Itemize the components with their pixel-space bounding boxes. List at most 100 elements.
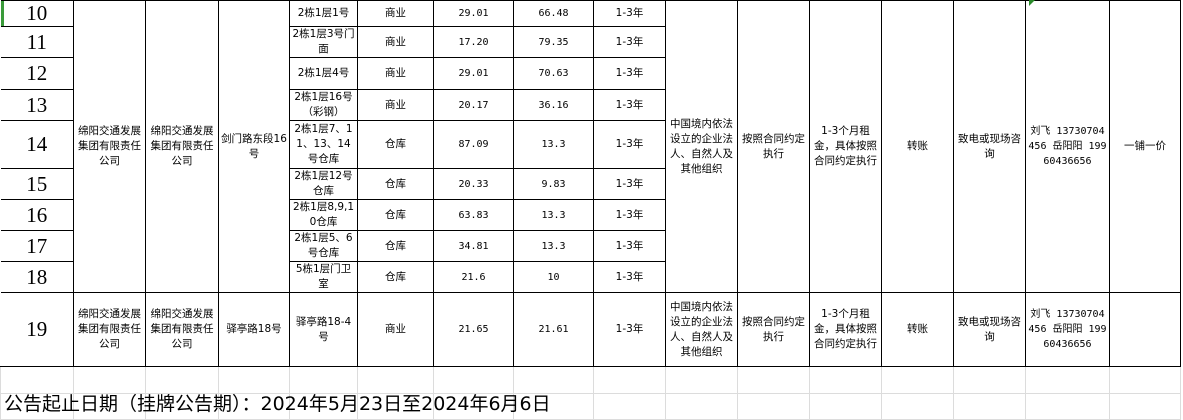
area-cell[interactable]: 20.17 bbox=[433, 89, 514, 121]
inquiry-cell[interactable]: 致电或现场咨询 bbox=[953, 292, 1026, 367]
deposit-cell[interactable]: 1-3个月租金，具体按照合同约定执行 bbox=[809, 292, 882, 367]
empty-cell[interactable] bbox=[809, 366, 882, 394]
price-cell[interactable]: 66.48 bbox=[513, 0, 594, 27]
payment-method-cell[interactable]: 转账 bbox=[881, 0, 954, 293]
owner-cell[interactable]: 绵阳交通发展集团有限责任公司 bbox=[73, 292, 146, 367]
use-cell[interactable]: 商业 bbox=[357, 292, 434, 367]
term-cell[interactable]: 1-3年 bbox=[593, 57, 666, 90]
use-cell[interactable]: 仓库 bbox=[357, 199, 434, 231]
price-cell[interactable]: 13.3 bbox=[513, 230, 594, 262]
price-cell[interactable]: 9.83 bbox=[513, 168, 594, 200]
price-cell[interactable]: 79.35 bbox=[513, 26, 594, 58]
term-cell[interactable]: 1-3年 bbox=[593, 292, 666, 367]
unit-cell[interactable]: 驿亭路18-4号 bbox=[289, 292, 358, 367]
term-cell[interactable]: 1-3年 bbox=[593, 261, 666, 293]
empty-cell[interactable] bbox=[1109, 292, 1181, 367]
area-cell[interactable]: 29.01 bbox=[433, 57, 514, 90]
area-cell[interactable]: 21.6 bbox=[433, 261, 514, 293]
table-row: 13 2栋1层16号（彩钢） 商业 20.17 36.16 1-3年 bbox=[0, 89, 1181, 121]
row-header[interactable]: 11 bbox=[0, 26, 74, 58]
empty-cell[interactable] bbox=[289, 366, 358, 394]
empty-cell[interactable] bbox=[357, 366, 434, 394]
operator-cell[interactable]: 绵阳交通发展集团有限责任公司 bbox=[145, 0, 219, 293]
empty-cell[interactable] bbox=[433, 366, 514, 394]
empty-cell[interactable] bbox=[737, 366, 810, 394]
empty-cell[interactable] bbox=[145, 366, 219, 394]
empty-cell[interactable] bbox=[218, 366, 290, 394]
contact-cell[interactable]: 刘飞 13730704456 岳阳阳 19960436656 bbox=[1025, 292, 1110, 367]
unit-cell[interactable]: 2栋1层12号仓库 bbox=[289, 168, 358, 200]
address-cell[interactable]: 驿亭路18号 bbox=[218, 292, 290, 367]
price-cell[interactable]: 70.63 bbox=[513, 57, 594, 90]
row-header[interactable]: 16 bbox=[0, 199, 74, 231]
unit-cell[interactable]: 2栋1层8,9,10仓库 bbox=[289, 199, 358, 231]
use-cell[interactable]: 仓库 bbox=[357, 261, 434, 293]
term-cell[interactable]: 1-3年 bbox=[593, 199, 666, 231]
empty-cell[interactable] bbox=[513, 366, 594, 394]
price-cell[interactable]: 21.61 bbox=[513, 292, 594, 367]
unit-cell[interactable]: 5栋1层门卫室 bbox=[289, 261, 358, 293]
row-header[interactable]: 12 bbox=[0, 57, 74, 90]
operator-cell[interactable]: 绵阳交通发展集团有限责任公司 bbox=[145, 292, 219, 367]
term-cell[interactable]: 1-3年 bbox=[593, 26, 666, 58]
price-cell[interactable]: 36.16 bbox=[513, 89, 594, 121]
term-cell[interactable]: 1-3年 bbox=[593, 89, 666, 121]
area-cell[interactable]: 20.33 bbox=[433, 168, 514, 200]
empty-cell[interactable] bbox=[665, 366, 738, 394]
pricing-cell[interactable]: 一铺一价 bbox=[1109, 0, 1181, 293]
row-header[interactable]: 19 bbox=[0, 292, 74, 367]
unit-cell[interactable]: 2栋1层16号（彩钢） bbox=[289, 89, 358, 121]
empty-cell[interactable] bbox=[73, 366, 146, 394]
unit-cell[interactable]: 2栋1层1号 bbox=[289, 0, 358, 27]
contact-cell[interactable]: 刘飞 13730704456 岳阳阳 19960436656 bbox=[1025, 0, 1110, 293]
term-cell[interactable]: 1-3年 bbox=[593, 0, 666, 27]
term-cell[interactable]: 1-3年 bbox=[593, 230, 666, 262]
table-row bbox=[0, 366, 1181, 394]
empty-cell[interactable] bbox=[0, 366, 74, 394]
row-header[interactable]: 15 bbox=[0, 168, 74, 200]
use-cell[interactable]: 仓库 bbox=[357, 120, 434, 169]
empty-cell[interactable] bbox=[1025, 366, 1110, 394]
use-cell[interactable]: 仓库 bbox=[357, 168, 434, 200]
payment-rule-cell[interactable]: 按照合同约定执行 bbox=[737, 292, 810, 367]
unit-cell[interactable]: 2栋1层3号门面 bbox=[289, 26, 358, 58]
area-cell[interactable]: 17.20 bbox=[433, 26, 514, 58]
area-cell[interactable]: 21.65 bbox=[433, 292, 514, 367]
row-header[interactable]: 13 bbox=[0, 89, 74, 121]
inquiry-cell[interactable]: 致电或现场咨询 bbox=[953, 0, 1026, 293]
use-cell[interactable]: 商业 bbox=[357, 0, 434, 27]
payment-method-cell[interactable]: 转账 bbox=[881, 292, 954, 367]
price-cell[interactable]: 13.3 bbox=[513, 120, 594, 169]
price-cell[interactable]: 13.3 bbox=[513, 199, 594, 231]
use-cell[interactable]: 商业 bbox=[357, 57, 434, 90]
payment-rule-cell[interactable]: 按照合同约定执行 bbox=[737, 0, 810, 293]
deposit-cell[interactable]: 1-3个月租金，具体按照合同约定执行 bbox=[809, 0, 882, 293]
use-cell[interactable]: 商业 bbox=[357, 89, 434, 121]
unit-cell[interactable]: 2栋1层7、11、13、14号仓库 bbox=[289, 120, 358, 169]
area-cell[interactable]: 63.83 bbox=[433, 199, 514, 231]
empty-cell[interactable] bbox=[593, 366, 666, 394]
use-cell[interactable]: 商业 bbox=[357, 26, 434, 58]
row-header[interactable]: 17 bbox=[0, 230, 74, 262]
announcement-period: 公告起止日期（挂牌公告期）：2024年5月23日至2024年6月6日 bbox=[4, 393, 551, 415]
qualification-cell[interactable]: 中国境内依法设立的企业法人、自然人及其他组织 bbox=[665, 0, 738, 293]
qualification-cell[interactable]: 中国境内依法设立的企业法人、自然人及其他组织 bbox=[665, 292, 738, 367]
row-header[interactable]: 14 bbox=[0, 120, 74, 169]
row-header[interactable]: 10 bbox=[0, 0, 74, 27]
area-cell[interactable]: 29.01 bbox=[433, 0, 514, 27]
price-cell[interactable]: 10 bbox=[513, 261, 594, 293]
area-cell[interactable]: 87.09 bbox=[433, 120, 514, 169]
owner-cell[interactable]: 绵阳交通发展集团有限责任公司 bbox=[73, 0, 146, 293]
term-cell[interactable]: 1-3年 bbox=[593, 168, 666, 200]
term-cell[interactable]: 1-3年 bbox=[593, 120, 666, 169]
use-cell[interactable]: 仓库 bbox=[357, 230, 434, 262]
empty-cell[interactable] bbox=[953, 366, 1026, 394]
area-cell[interactable]: 34.81 bbox=[433, 230, 514, 262]
empty-cell[interactable] bbox=[1109, 366, 1181, 394]
unit-cell[interactable]: 2栋1层4号 bbox=[289, 57, 358, 90]
row-header[interactable]: 18 bbox=[0, 261, 74, 293]
empty-cell[interactable] bbox=[881, 366, 954, 394]
unit-cell[interactable]: 2栋1层5、6号仓库 bbox=[289, 230, 358, 262]
address-cell[interactable]: 剑门路东段16号 bbox=[218, 0, 290, 293]
